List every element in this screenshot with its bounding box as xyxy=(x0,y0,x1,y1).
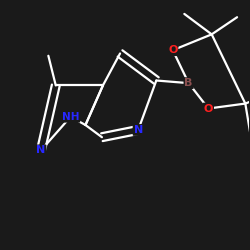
Text: O: O xyxy=(204,104,213,114)
Text: N: N xyxy=(134,125,143,135)
Text: NH: NH xyxy=(62,112,79,122)
Text: N: N xyxy=(36,146,46,156)
Text: O: O xyxy=(168,45,177,55)
Text: B: B xyxy=(184,78,193,88)
